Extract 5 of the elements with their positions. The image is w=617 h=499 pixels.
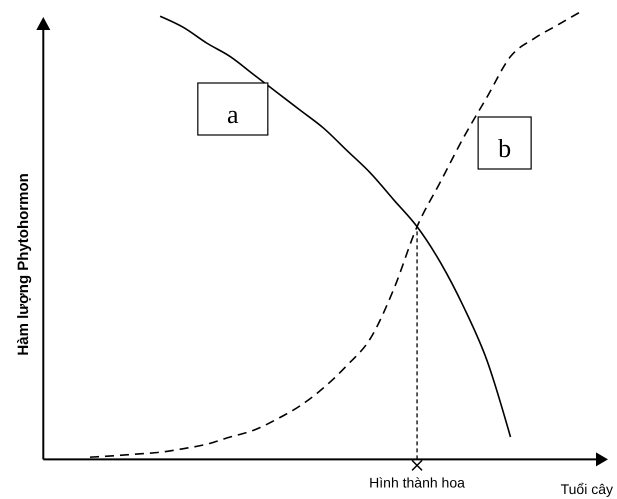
series-label: a (227, 100, 240, 129)
text: Hình thành hoa (369, 474, 466, 490)
y-axis-title: Hàm lượng Phytohormon (15, 173, 32, 356)
x-axis-title: Tuổi cây (560, 481, 613, 497)
series-label: b (498, 134, 512, 163)
